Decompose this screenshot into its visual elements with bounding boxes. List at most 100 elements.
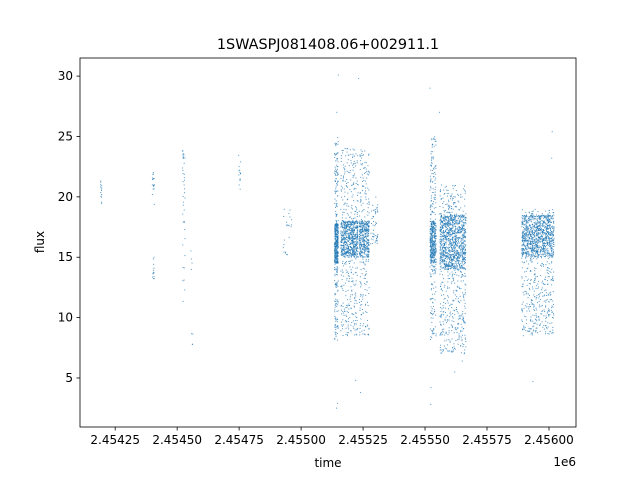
data-point <box>435 263 437 265</box>
data-point <box>542 250 544 252</box>
data-point <box>351 223 353 225</box>
data-point <box>337 237 339 239</box>
data-point <box>454 248 456 250</box>
data-point <box>451 265 453 267</box>
data-point <box>536 258 538 260</box>
data-point <box>535 226 537 228</box>
data-point <box>364 277 366 279</box>
data-point <box>533 245 535 247</box>
data-point <box>433 192 435 194</box>
data-point <box>450 195 452 197</box>
data-point <box>350 227 352 229</box>
data-point <box>526 231 528 233</box>
data-point <box>461 224 463 226</box>
data-point <box>434 270 436 272</box>
data-point <box>534 245 536 247</box>
data-point <box>334 318 336 320</box>
data-point <box>337 152 339 154</box>
data-point <box>522 311 524 313</box>
data-point <box>356 160 358 162</box>
data-point <box>458 231 460 233</box>
data-point <box>434 223 436 225</box>
data-point <box>367 229 369 231</box>
data-point <box>429 339 431 341</box>
data-point <box>432 257 434 259</box>
data-point <box>528 263 530 265</box>
data-point <box>431 226 433 228</box>
data-point <box>530 227 532 229</box>
data-point <box>526 221 528 223</box>
data-point <box>344 195 346 197</box>
data-point <box>536 297 538 299</box>
data-point <box>367 239 369 241</box>
data-point <box>550 216 552 218</box>
data-point <box>364 187 366 189</box>
data-point <box>355 271 357 273</box>
data-point <box>347 198 349 200</box>
data-point <box>336 220 338 222</box>
data-point <box>460 237 462 239</box>
data-point <box>335 251 337 253</box>
data-point <box>360 293 362 295</box>
data-point <box>439 347 441 349</box>
data-point <box>451 248 453 250</box>
data-point <box>451 271 453 273</box>
data-point <box>362 244 364 246</box>
data-point <box>461 319 463 321</box>
data-point <box>439 213 441 215</box>
data-point <box>444 266 446 268</box>
data-point <box>444 347 446 349</box>
data-point <box>528 239 530 241</box>
data-point <box>350 324 352 326</box>
data-point <box>353 163 355 165</box>
data-point <box>434 194 436 196</box>
data-point <box>357 328 359 330</box>
data-point <box>351 204 353 206</box>
data-point <box>457 318 459 320</box>
data-point <box>524 238 526 240</box>
data-point <box>351 289 353 291</box>
data-point <box>521 235 523 237</box>
data-point <box>430 187 432 189</box>
data-point <box>432 188 434 190</box>
data-point <box>465 244 467 246</box>
data-point <box>443 314 445 316</box>
data-point <box>440 249 442 251</box>
data-point <box>430 258 432 260</box>
data-point <box>460 271 462 273</box>
data-point <box>334 225 336 227</box>
data-point <box>434 270 436 272</box>
data-point <box>541 265 543 267</box>
data-point <box>524 217 526 219</box>
data-point <box>342 251 344 253</box>
data-point <box>440 324 442 326</box>
data-point <box>352 326 354 328</box>
data-point <box>337 234 339 236</box>
data-point <box>342 260 344 262</box>
data-point <box>447 222 449 224</box>
data-point <box>546 231 548 233</box>
data-point <box>536 309 538 311</box>
data-point <box>350 191 352 193</box>
data-point <box>362 252 364 254</box>
data-point <box>454 241 456 243</box>
data-point <box>430 151 432 153</box>
data-point <box>363 172 365 174</box>
data-point <box>334 142 336 144</box>
data-point <box>461 226 463 228</box>
data-point <box>355 243 357 245</box>
data-point <box>532 210 534 212</box>
data-point <box>537 246 539 248</box>
data-point <box>337 321 339 323</box>
data-point <box>540 256 542 258</box>
data-point <box>364 253 366 255</box>
data-point <box>464 254 466 256</box>
data-point <box>190 250 192 252</box>
data-point <box>441 256 443 258</box>
data-point <box>368 203 370 205</box>
data-point <box>522 232 524 234</box>
data-point <box>356 235 358 237</box>
data-point <box>463 214 465 216</box>
data-point <box>446 252 448 254</box>
data-point <box>359 231 361 233</box>
